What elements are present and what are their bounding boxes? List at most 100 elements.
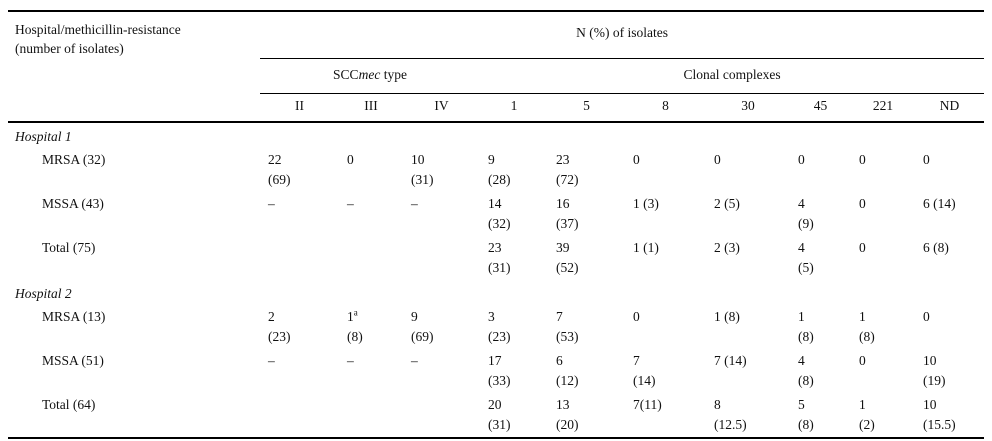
- table-cell: [260, 236, 339, 280]
- table-cell: 4 (9): [798, 196, 814, 231]
- table-cell: 0: [923, 309, 930, 324]
- table-cell: [339, 393, 403, 438]
- col-header-cc1: 1: [480, 93, 548, 123]
- table-cell: [260, 393, 339, 438]
- col-header-nd: ND: [915, 93, 985, 123]
- table-cell: 4 (8): [798, 353, 814, 388]
- table-cell: 9 (28): [488, 152, 511, 187]
- table-cell: 1 (8): [714, 309, 740, 324]
- table-cell: 6 (8): [923, 240, 949, 255]
- table-cell: 9 (69): [411, 309, 434, 344]
- table-cell: 0: [714, 152, 721, 167]
- table-row: Total (75) 23 (31) 39 (52) 1 (1) 2 (3) 4…: [8, 236, 984, 280]
- table-row: MRSA (13) 2 (23) 1a (8) 9 (69) 3 (23) 7 (…: [8, 305, 984, 349]
- table-cell: 1a (8): [339, 305, 403, 349]
- table-row-section: Hospital 1: [8, 122, 984, 148]
- footnote-marker: a: [353, 307, 358, 318]
- row-label: MRSA (32): [42, 152, 106, 167]
- section-label-hospital1: Hospital 1: [15, 129, 72, 144]
- table-cell: 0: [633, 309, 640, 324]
- clonal-complexes-header: Clonal complexes: [480, 58, 985, 94]
- table-cell: 3 (23): [488, 309, 511, 344]
- row-label: MSSA (51): [42, 353, 104, 368]
- table-cell: –: [268, 196, 275, 211]
- table-cell: 0: [859, 196, 866, 211]
- cell-percentage: (8): [347, 329, 363, 344]
- col-header-ii: II: [260, 93, 339, 123]
- table-cell: [403, 393, 480, 438]
- table-cell: 13 (20): [556, 397, 579, 432]
- table-cell: 2 (3): [714, 240, 740, 255]
- table-cell: 7 (14): [714, 353, 747, 368]
- table-cell: 6 (12): [556, 353, 579, 388]
- table-cell: 5 (8): [798, 397, 814, 432]
- table-cell: 23 (72): [556, 152, 579, 187]
- sccmec-prefix: SCC: [333, 66, 359, 82]
- table-cell: 10 (19): [923, 353, 946, 388]
- row-label: MSSA (43): [42, 196, 104, 211]
- table-cell: 0: [798, 152, 805, 167]
- table-cell: 7(11): [633, 397, 662, 412]
- table-cell: 1 (2): [859, 397, 875, 432]
- table-cell: 4 (5): [798, 240, 814, 275]
- table-cell: –: [268, 353, 275, 368]
- cell-value: 1: [347, 309, 354, 324]
- table-cell: [339, 236, 403, 280]
- table-cell: 2 (23): [268, 309, 291, 344]
- col-header-cc30: 30: [706, 93, 790, 123]
- table-cell: 10 (31): [411, 152, 434, 187]
- table-row: Total (64) 20 (31) 13 (20) 7(11) 8 (12.5…: [8, 393, 984, 438]
- table-cell: 0: [347, 152, 354, 167]
- row-label: Total (75): [42, 240, 96, 255]
- row-header-title: Hospital/methicillin-resistance (number …: [8, 11, 260, 123]
- table-cell: 23 (31): [488, 240, 511, 275]
- table-cell: –: [411, 353, 418, 368]
- col-header-cc5: 5: [548, 93, 625, 123]
- table-row-section: Hospital 2: [8, 280, 984, 305]
- table-cell: 2 (5): [714, 196, 740, 211]
- col-header-cc45: 45: [790, 93, 851, 123]
- table-cell: 0: [859, 152, 866, 167]
- table-cell: 0: [633, 152, 640, 167]
- sccmec-suffix: type: [380, 66, 407, 82]
- results-table: Hospital/methicillin-resistance (number …: [8, 10, 985, 439]
- row-header-line1: Hospital/methicillin-resistance: [15, 22, 181, 37]
- sccmec-type-header: SCCmec type: [260, 58, 480, 94]
- table-cell: 1 (1): [633, 240, 659, 255]
- table-cell: 0: [859, 353, 866, 368]
- n-of-isolates-header: N (%) of isolates: [260, 11, 985, 59]
- table-cell: 1 (8): [859, 309, 875, 344]
- table-cell: 16 (37): [556, 196, 579, 231]
- col-header-iii: III: [339, 93, 403, 123]
- table-cell: 10 (15.5): [923, 397, 956, 432]
- row-header-line2: (number of isolates): [15, 41, 124, 56]
- table-cell: 22 (69): [268, 152, 291, 187]
- table-cell: 17 (33): [488, 353, 511, 388]
- table-row: MSSA (43) – – – 14 (32) 16 (37) 1 (3) 2 …: [8, 192, 984, 236]
- table-cell: 14 (32): [488, 196, 511, 231]
- table-cell: –: [347, 196, 354, 211]
- table-cell: 0: [859, 240, 866, 255]
- col-header-cc221: 221: [851, 93, 915, 123]
- row-label: MRSA (13): [42, 309, 106, 324]
- table-cell: –: [347, 353, 354, 368]
- table-cell: 20 (31): [488, 397, 511, 432]
- section-label-hospital2: Hospital 2: [15, 286, 72, 301]
- table-cell: 1 (8): [798, 309, 814, 344]
- table-cell: 1 (3): [633, 196, 659, 211]
- table-cell: 8 (12.5): [714, 397, 747, 432]
- table-row: MSSA (51) – – – 17 (33) 6 (12) 7 (14) 7 …: [8, 349, 984, 393]
- col-header-iv: IV: [403, 93, 480, 123]
- table-cell: [403, 236, 480, 280]
- table-cell: 6 (14): [923, 196, 956, 211]
- row-label: Total (64): [42, 397, 96, 412]
- table-cell: 7 (14): [633, 353, 656, 388]
- table-cell: 0: [923, 152, 930, 167]
- col-header-cc8: 8: [625, 93, 706, 123]
- sccmec-italic: mec: [358, 66, 381, 82]
- table-cell: –: [411, 196, 418, 211]
- table-cell: 7 (53): [556, 309, 579, 344]
- table-row: MRSA (32) 22 (69) 0 10 (31) 9 (28) 23 (7…: [8, 148, 984, 192]
- table-cell: 39 (52): [556, 240, 579, 275]
